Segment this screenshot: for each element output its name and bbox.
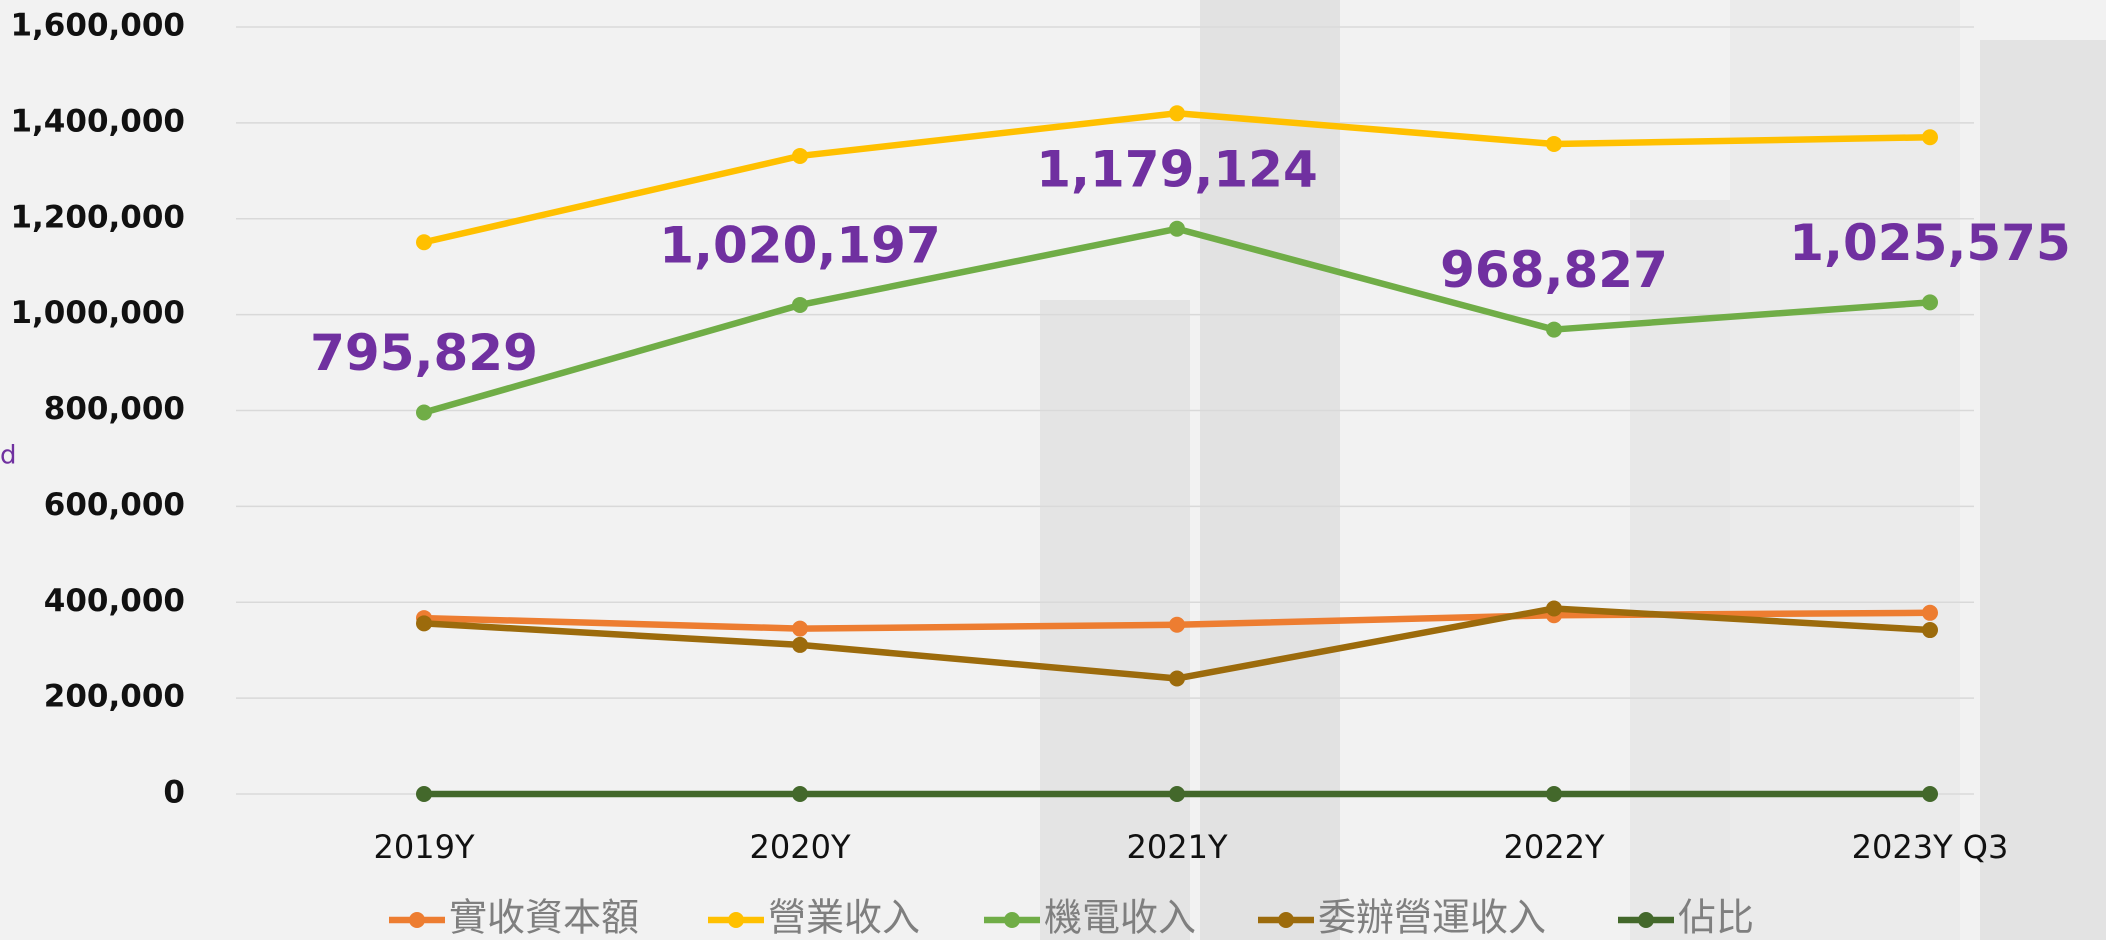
legend-marker	[409, 912, 425, 928]
data-label: 968,827	[1440, 241, 1668, 299]
background-shape	[1980, 40, 2106, 940]
data-point	[1169, 220, 1185, 237]
data-point	[416, 786, 432, 802]
x-tick-label: 2020Y	[750, 828, 851, 866]
data-point	[1169, 670, 1185, 687]
legend-marker	[1278, 912, 1294, 928]
data-label: 1,020,197	[659, 216, 941, 274]
data-point	[1169, 105, 1185, 122]
data-point	[792, 786, 808, 802]
data-point	[1922, 129, 1938, 146]
data-label: 1,025,575	[1789, 214, 2071, 272]
legend-label: 機電收入	[1044, 896, 1196, 940]
y-tick-label: 1,000,000	[10, 295, 185, 331]
x-tick-label: 2023Y Q3	[1852, 828, 2009, 866]
data-point	[792, 147, 808, 164]
y-tick-label: 200,000	[44, 679, 185, 715]
legend-label: 營業收入	[768, 896, 920, 940]
data-point	[1922, 294, 1938, 311]
background-shape	[1730, 0, 1960, 940]
data-point	[416, 615, 432, 632]
data-point	[1922, 604, 1938, 621]
background-shape	[1630, 200, 1730, 940]
data-point	[1169, 786, 1185, 802]
y-tick-label: 1,400,000	[10, 103, 185, 139]
legend-marker	[728, 912, 744, 928]
legend-label: 佔比	[1678, 896, 1754, 940]
x-tick-label: 2021Y	[1127, 828, 1228, 866]
legend-marker	[1638, 912, 1654, 928]
y-axis-label: d	[0, 441, 17, 471]
legend-label: 實收資本額	[449, 896, 639, 940]
data-point	[1546, 135, 1562, 152]
data-point	[1922, 622, 1938, 639]
data-point	[416, 404, 432, 421]
y-tick-label: 600,000	[44, 487, 185, 523]
y-tick-label: 800,000	[44, 391, 185, 427]
x-tick-label: 2019Y	[374, 828, 475, 866]
data-label: 1,179,124	[1036, 140, 1318, 198]
data-point	[1546, 600, 1562, 617]
data-label: 795,829	[310, 324, 538, 382]
background-shape	[1200, 0, 1340, 940]
background-shape	[1040, 300, 1190, 940]
data-point	[792, 636, 808, 653]
y-tick-label: 1,600,000	[10, 8, 185, 44]
y-tick-label: 400,000	[44, 583, 185, 619]
data-point	[416, 234, 432, 251]
legend-marker	[1004, 912, 1020, 928]
data-point	[1922, 786, 1938, 802]
data-point	[1546, 786, 1562, 802]
y-tick-label: 0	[163, 775, 185, 811]
x-tick-label: 2022Y	[1504, 828, 1605, 866]
data-point	[792, 620, 808, 637]
y-tick-label: 1,200,000	[10, 199, 185, 235]
data-point	[792, 296, 808, 313]
data-point	[1169, 616, 1185, 633]
data-point	[1546, 321, 1562, 338]
legend-label: 委辦營運收入	[1318, 896, 1546, 940]
